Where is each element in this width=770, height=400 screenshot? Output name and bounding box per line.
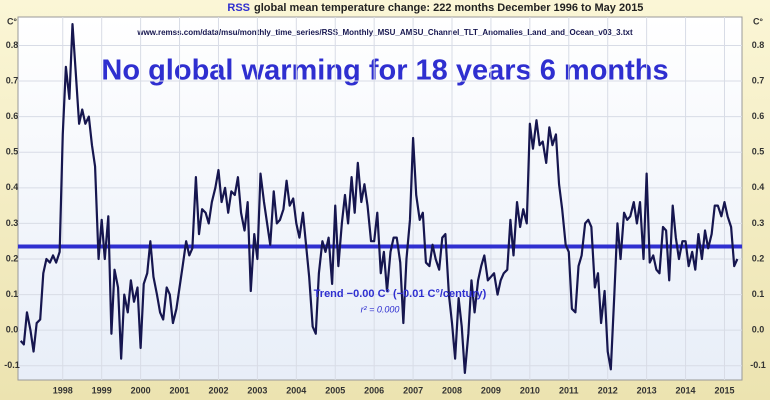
trend-r2: r² = 0.000 [361,304,400,314]
x-tick-label: 2007 [403,385,423,395]
x-tick-label: 2010 [520,385,540,395]
x-tick-label: 2000 [131,385,151,395]
y-tick-label: 0.8 [6,40,19,50]
chart-title: global mean temperature change: 222 mont… [254,2,643,14]
x-tick-label: 2014 [676,385,696,395]
x-tick-label: 2003 [247,385,267,395]
x-tick-label: 2002 [208,385,228,395]
y-tick-label-right: 0.4 [752,182,765,192]
headline: No global warming for 18 years 6 months [101,55,668,87]
y-tick-label: 0.7 [6,75,19,85]
x-tick-label: 2009 [481,385,501,395]
x-tick-label: 2013 [637,385,657,395]
y-tick-label-right: 0.6 [752,111,765,121]
x-tick-label: 1998 [53,385,73,395]
y-tick-label: 0.3 [6,218,19,228]
y-tick-label-right: 0.1 [752,289,765,299]
y-tick-label-right: 0.7 [752,75,765,85]
y-axis-label: C° [7,16,17,26]
x-tick-label: 2001 [170,385,190,395]
x-tick-label: 2006 [364,385,384,395]
trend-label: Trend −0.00 C° (−0.01 C°/century) [314,288,487,300]
y-tick-label: 0.0 [6,325,19,335]
y-tick-label: 0.5 [6,147,19,157]
y-tick-label-right: 0.2 [752,253,765,263]
y-tick-label-right: 0.5 [752,147,765,157]
y-tick-label: 0.2 [6,253,19,263]
y-tick-label: 0.6 [6,111,19,121]
y-axis-label-right: C° [753,16,763,26]
x-tick-label: 1999 [92,385,112,395]
data-line [19,23,739,374]
y-tick-label: -0.1 [4,360,20,370]
x-tick-label: 2008 [442,385,462,395]
y-tick-label: 0.4 [6,182,19,192]
y-tick-label-right: 0.3 [752,218,765,228]
x-tick-label: 2015 [714,385,734,395]
y-tick-label-right: 0.8 [752,40,765,50]
y-tick-label: 0.1 [6,289,19,299]
x-tick-label: 2012 [598,385,618,395]
x-tick-label: 2011 [559,385,579,395]
title-prefix: RSS [227,2,250,14]
x-tick-label: 2004 [286,385,306,395]
x-tick-label: 2005 [325,385,345,395]
y-tick-label-right: -0.1 [750,360,766,370]
y-tick-label-right: 0.0 [752,325,765,335]
source-url: www.remss.com/data/msu/monthly_time_seri… [136,28,633,37]
